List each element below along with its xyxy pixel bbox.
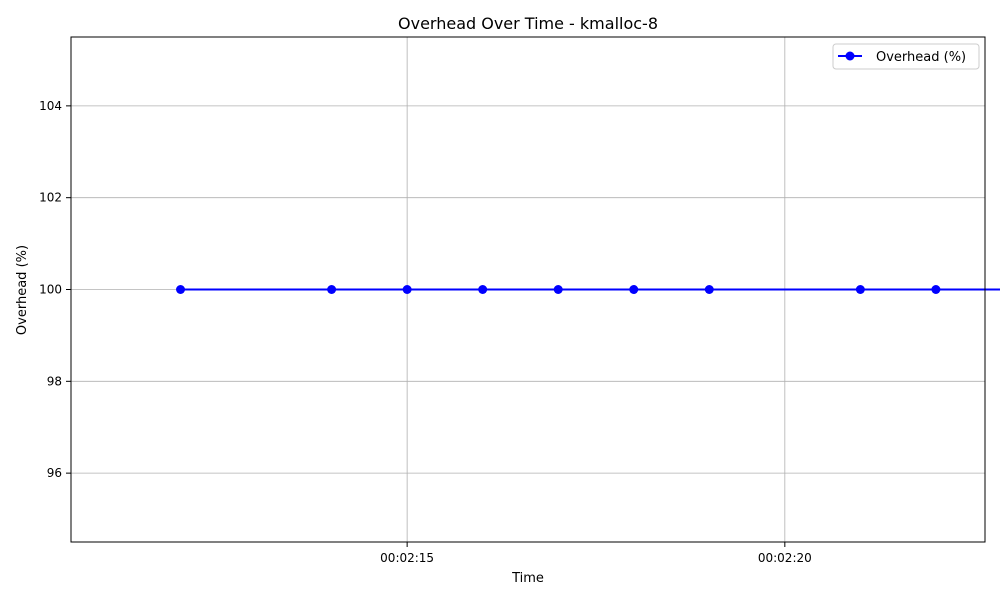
data-point — [478, 285, 488, 294]
y-axis-label: Overhead (%) — [15, 245, 30, 335]
data-point — [176, 285, 186, 294]
data-point — [931, 285, 941, 294]
data-point — [629, 285, 639, 294]
legend: Overhead (%) — [832, 43, 980, 70]
data-point — [553, 285, 563, 294]
data-point — [327, 285, 337, 294]
legend-marker — [845, 51, 855, 61]
data-point — [402, 285, 412, 294]
y-tick-label: 96 — [47, 466, 62, 480]
legend-box — [832, 43, 980, 70]
y-tick-label: 98 — [47, 374, 62, 388]
legend-label: Overhead (%) — [876, 50, 966, 65]
x-axis-label: Time — [511, 571, 544, 586]
data-point — [855, 285, 865, 294]
chart-title: Overhead Over Time - kmalloc-8 — [398, 14, 658, 33]
y-tick-label: 102 — [39, 191, 62, 205]
y-tick-label: 104 — [39, 99, 62, 113]
y-tick-label: 100 — [39, 283, 62, 297]
data-point — [704, 285, 714, 294]
x-tick-label: 00:02:20 — [758, 551, 812, 565]
plot-area: 00:02:15 00:02:20 96 98 100 102 104 — [39, 36, 1000, 565]
x-tick-label: 00:02:15 — [380, 551, 434, 565]
